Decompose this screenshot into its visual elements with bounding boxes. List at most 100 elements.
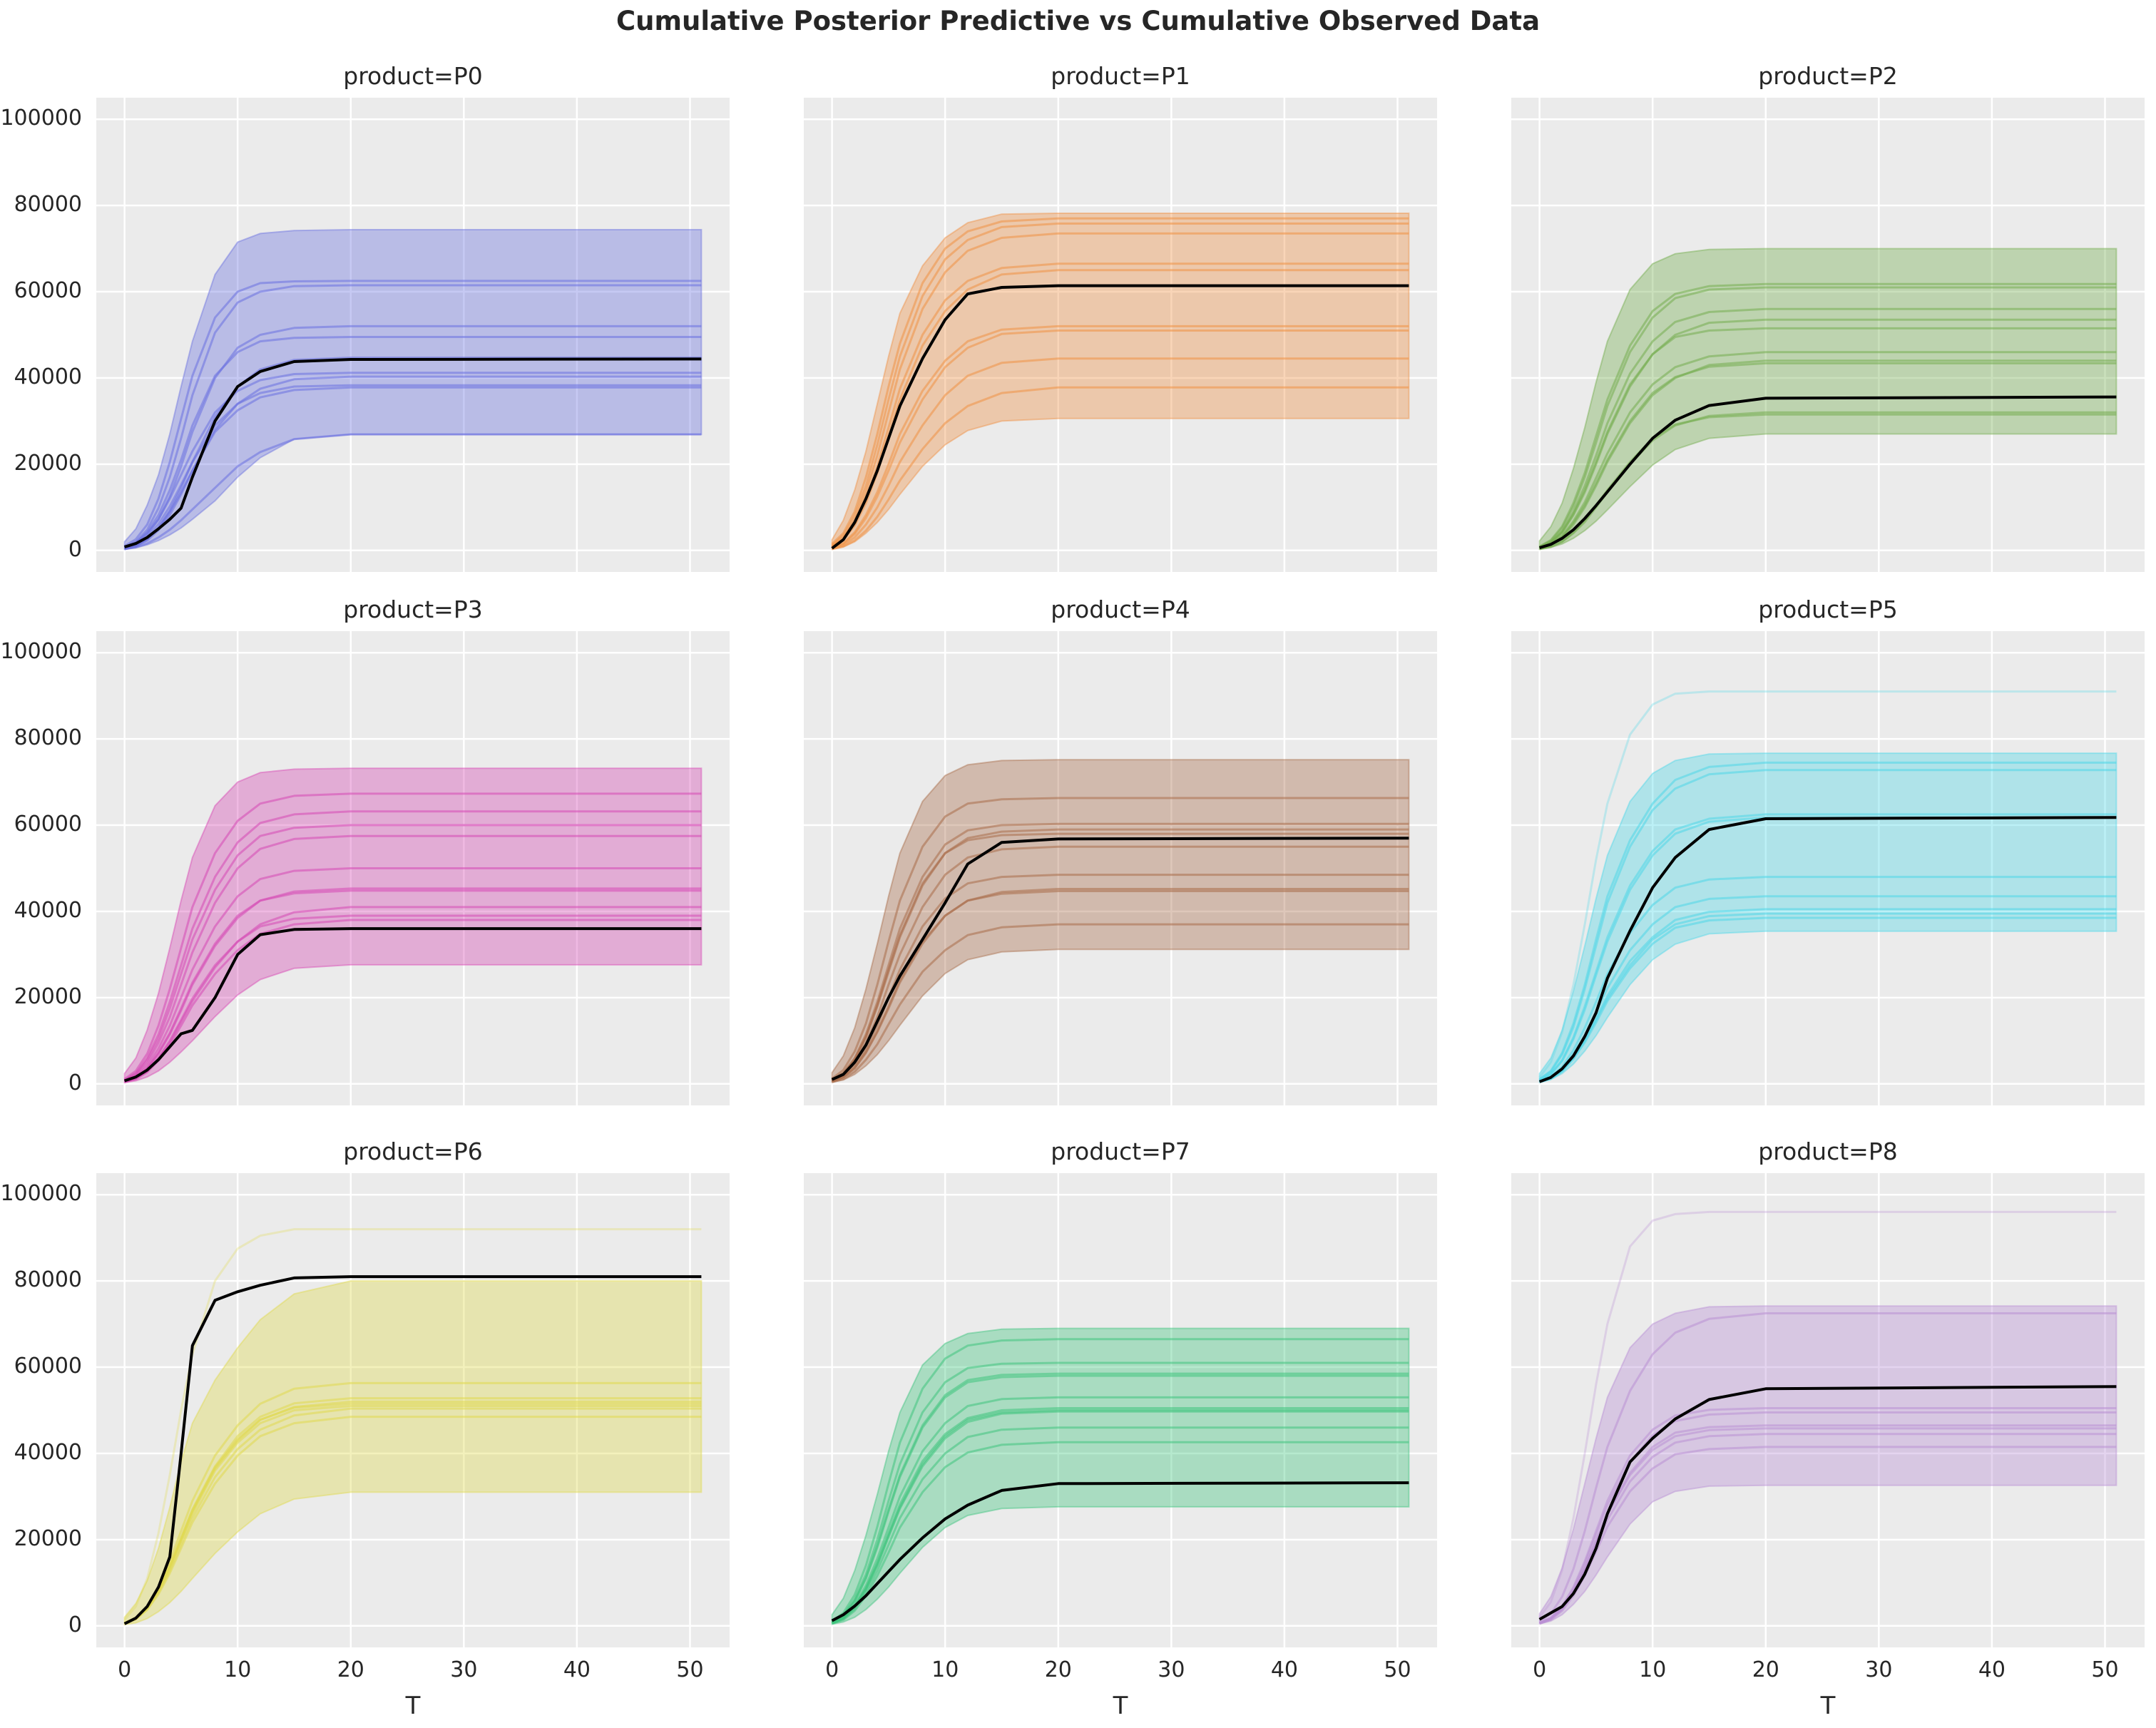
y-tick-label: 100000 bbox=[0, 106, 82, 131]
y-tick-label: 80000 bbox=[14, 1267, 82, 1293]
posterior-sample-line bbox=[831, 1374, 1409, 1624]
subplot-P5 bbox=[1511, 631, 2145, 1105]
plot-area-P2 bbox=[1511, 98, 2145, 572]
posterior-band bbox=[123, 1280, 703, 1626]
y-tick-label: 20000 bbox=[14, 1525, 82, 1551]
x-tick-label: 30 bbox=[450, 1657, 478, 1682]
x-tick-label: 0 bbox=[825, 1657, 839, 1682]
posterior-sample-line bbox=[1538, 690, 2117, 1078]
x-tick-label: 50 bbox=[1384, 1657, 1411, 1682]
posterior-sample-line bbox=[124, 867, 702, 1083]
x-tick-label: 0 bbox=[1533, 1657, 1547, 1682]
posterior-sample-line bbox=[831, 223, 1409, 546]
plot-area-P6 bbox=[96, 1173, 730, 1647]
posterior-sample-line bbox=[123, 834, 702, 1082]
subplot-P1 bbox=[804, 98, 1437, 572]
y-tick-label: 100000 bbox=[0, 1181, 82, 1207]
y-tick-label: 60000 bbox=[14, 812, 82, 837]
posterior-sample-line bbox=[831, 797, 1409, 1080]
figure-title: Cumulative Posterior Predictive vs Cumul… bbox=[615, 6, 1541, 36]
posterior-sample-line bbox=[124, 1416, 702, 1625]
x-tick-label: 20 bbox=[337, 1657, 364, 1682]
x-axis-label: T bbox=[1820, 1692, 1836, 1720]
observed-line bbox=[1538, 1385, 2117, 1621]
subplot-title-P3: product=P3 bbox=[343, 595, 483, 623]
posterior-sample-line bbox=[832, 923, 1409, 1083]
x-tick-label: 10 bbox=[931, 1657, 959, 1682]
y-tick-label: 80000 bbox=[14, 725, 82, 751]
y-tick-label: 20000 bbox=[14, 450, 82, 476]
posterior-sample-line bbox=[124, 324, 702, 549]
x-tick-label: 0 bbox=[118, 1657, 132, 1682]
y-tick-label: 80000 bbox=[14, 192, 82, 218]
x-tick-label: 20 bbox=[1044, 1657, 1072, 1682]
observed-line bbox=[1539, 395, 2117, 550]
observed-line bbox=[1538, 816, 2117, 1083]
plot-area-P0 bbox=[96, 98, 730, 572]
x-tick-label: 10 bbox=[1639, 1657, 1667, 1682]
observed-line bbox=[831, 1481, 1409, 1622]
subplot-title-P6: product=P6 bbox=[343, 1137, 483, 1165]
posterior-sample-line bbox=[1539, 1446, 2117, 1625]
posterior-sample-line bbox=[832, 890, 1409, 1083]
subplot-title-P5: product=P5 bbox=[1758, 595, 1898, 623]
posterior-sample-line bbox=[1538, 286, 2117, 548]
posterior-sample-line bbox=[123, 280, 702, 547]
subplot-P3 bbox=[96, 631, 730, 1105]
x-tick-label: 40 bbox=[563, 1657, 591, 1682]
x-tick-label: 50 bbox=[2091, 1657, 2119, 1682]
posterior-sample-line bbox=[123, 824, 702, 1082]
y-tick-label: 60000 bbox=[14, 278, 82, 304]
y-tick-label: 40000 bbox=[14, 1439, 82, 1465]
x-axis-label: T bbox=[1113, 1692, 1128, 1720]
observed-line bbox=[831, 284, 1409, 550]
posterior-sample-line bbox=[1538, 1312, 2117, 1622]
posterior-sample-line bbox=[831, 217, 1409, 545]
posterior-sample-line bbox=[1539, 916, 2117, 1083]
plot-area-P7 bbox=[804, 1173, 1437, 1647]
x-tick-label: 40 bbox=[1270, 1657, 1299, 1682]
x-tick-label: 50 bbox=[676, 1657, 704, 1682]
y-tick-label: 0 bbox=[68, 1070, 82, 1095]
y-tick-label: 100000 bbox=[0, 639, 82, 665]
posterior-sample-line bbox=[831, 269, 1409, 548]
posterior-sample-line bbox=[832, 1441, 1409, 1625]
posterior-band bbox=[123, 767, 703, 1084]
subplot-P7 bbox=[804, 1173, 1437, 1647]
y-tick-label: 0 bbox=[68, 1612, 82, 1637]
x-tick-label: 30 bbox=[1158, 1657, 1185, 1682]
subplot-title-P7: product=P7 bbox=[1051, 1137, 1190, 1165]
x-axis-label: T bbox=[405, 1692, 421, 1720]
subplot-P0 bbox=[96, 98, 730, 572]
subplot-title-P1: product=P1 bbox=[1051, 62, 1190, 90]
y-tick-label: 60000 bbox=[14, 1354, 82, 1379]
subplot-P8 bbox=[1511, 1173, 2145, 1647]
posterior-sample-line bbox=[831, 832, 1409, 1081]
posterior-band bbox=[831, 1327, 1410, 1625]
observed-line bbox=[123, 927, 702, 1083]
observed-line bbox=[123, 1275, 702, 1625]
plot-area-P4 bbox=[804, 631, 1437, 1105]
y-tick-label: 40000 bbox=[14, 897, 82, 923]
posterior-band bbox=[831, 759, 1410, 1083]
x-tick-label: 40 bbox=[1978, 1657, 2006, 1682]
x-tick-label: 30 bbox=[1865, 1657, 1893, 1682]
posterior-sample-line bbox=[832, 329, 1409, 550]
posterior-sample-line bbox=[123, 792, 702, 1080]
posterior-sample-line bbox=[1538, 816, 2117, 1082]
subplot-P4 bbox=[804, 631, 1437, 1105]
posterior-sample-line bbox=[123, 284, 702, 548]
subplot-P6 bbox=[96, 1173, 730, 1647]
posterior-sample-line bbox=[1539, 327, 2117, 548]
subplot-title-P8: product=P8 bbox=[1758, 1137, 1898, 1165]
plot-area-P5 bbox=[1511, 631, 2145, 1105]
subplot-title-P0: product=P0 bbox=[343, 62, 483, 90]
posterior-sample-line bbox=[831, 1338, 1409, 1622]
posterior-sample-line bbox=[124, 919, 702, 1083]
plot-area-P1 bbox=[804, 98, 1437, 572]
y-tick-label: 40000 bbox=[14, 364, 82, 389]
subplot-title-P4: product=P4 bbox=[1051, 595, 1190, 623]
observed-line bbox=[124, 357, 702, 548]
posterior-sample-line bbox=[832, 386, 1409, 551]
posterior-band bbox=[1538, 1305, 2117, 1625]
